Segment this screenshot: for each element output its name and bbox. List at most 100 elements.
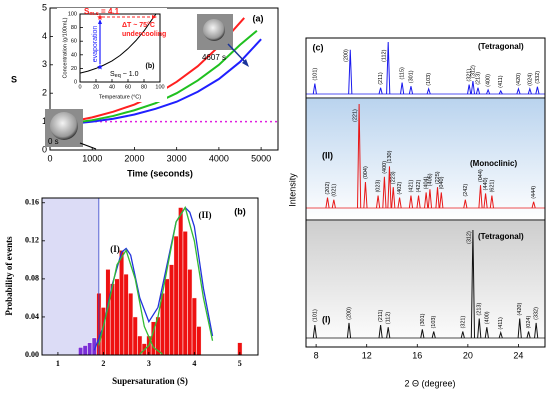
peak [312, 83, 317, 95]
peak [391, 187, 396, 209]
peak-label: (312) [470, 65, 476, 78]
peak [387, 166, 392, 209]
bar [182, 231, 188, 356]
peak [498, 89, 503, 95]
panel-label: (b) [234, 206, 246, 216]
arrow [227, 43, 248, 65]
peak-label: (411) [498, 75, 504, 88]
peak [527, 87, 532, 95]
peak-label: (211) [378, 72, 384, 85]
peak-label: (440) [483, 177, 489, 190]
peak [408, 195, 414, 209]
peak [427, 189, 433, 209]
plot-frame [41, 197, 259, 356]
panel-background [305, 219, 546, 348]
peak [534, 322, 539, 339]
annotation-part: m.s [89, 11, 98, 17]
y-tick-label: 4 [42, 31, 47, 41]
peak [375, 195, 381, 209]
annotation-part: ~ 1.0 [121, 71, 139, 78]
peak-label: (211) [378, 309, 384, 322]
peak [363, 181, 368, 209]
peak [378, 324, 383, 339]
peak [386, 41, 391, 95]
peak-label: (301) [408, 70, 414, 83]
x-axis-label: Temperature (°C) [99, 94, 141, 100]
y-tick-label: 1 [42, 116, 47, 126]
peak-label: (421) [408, 180, 414, 193]
panel-b: Probability of events Supersaturation (S… [4, 197, 259, 386]
x-tick-label: 5 [238, 359, 242, 368]
plot-frame [79, 13, 161, 83]
phase-label: (Tetragonal) [478, 232, 524, 241]
peak [346, 322, 352, 339]
peak-label: (422) [416, 180, 422, 193]
x-tick-label: 5000 [251, 153, 271, 163]
peak-label: (200) [346, 307, 352, 320]
y-tick-label: 80 [71, 25, 77, 31]
data-point [97, 14, 103, 20]
peak-label: (321) [467, 69, 473, 82]
annotation-part: = 4.1 [99, 7, 120, 16]
peak-label: (312) [466, 231, 472, 244]
y-axis-label: Intensity [287, 173, 297, 207]
x-tick-label: 20 [93, 84, 99, 90]
peak [348, 49, 353, 95]
peak [408, 86, 414, 95]
bar [132, 316, 138, 356]
x-tick-label: 16 [412, 350, 422, 360]
peak [312, 324, 317, 339]
peak-label: (444) [531, 186, 537, 199]
panel-label: (a) [253, 13, 264, 23]
peak-label: (040) [439, 176, 445, 189]
shaded-region [42, 198, 99, 355]
bar [173, 235, 179, 356]
peak-label: (402) [397, 182, 403, 195]
peak [431, 331, 436, 339]
y-tick-label: 0.00 [25, 350, 39, 359]
peak [426, 87, 431, 95]
peak-label: (406) [427, 173, 433, 186]
inset-labels: Concentration (g/100mL) Temperature (°C)… [62, 7, 166, 100]
peak-label: (332) [535, 71, 541, 84]
y-tick-label: 0 [42, 144, 47, 154]
peak-label: (221) [353, 109, 359, 122]
image-label: 4607 s [202, 53, 226, 62]
peak-label: (021) [331, 184, 337, 197]
panel-name: (I) [322, 314, 331, 324]
peak-label: (024) [526, 316, 532, 329]
x-tick-label: 0 [47, 153, 52, 163]
peak-label: (225) [435, 171, 441, 184]
data-line [79, 13, 157, 74]
peak [477, 318, 482, 339]
x-tick-label: 24 [513, 350, 523, 360]
annotation: (II) [199, 210, 212, 220]
peak [467, 84, 472, 95]
annotation: Seq ~ 1.0 [110, 71, 139, 80]
phase-label: (Tetragonal) [478, 42, 524, 51]
peak-label: (332) [534, 307, 540, 320]
annotation-part: S [110, 71, 115, 78]
y-tick-label: 40 [71, 52, 77, 58]
bar [119, 250, 125, 356]
y-axis-label: Concentration (g/100mL) [62, 17, 68, 78]
peak [470, 80, 476, 95]
y-tick-label: 0 [74, 79, 77, 85]
arrow-head [98, 19, 102, 24]
peak [386, 327, 391, 339]
image-label: 0 s [48, 137, 59, 146]
peak [478, 185, 483, 209]
peak-label: (130) [387, 150, 393, 163]
x-tick-label: 60 [125, 84, 131, 90]
peak-label: (223) [391, 171, 397, 184]
x-axis-label: Supersaturation (S) [112, 376, 188, 386]
x-tick-label: 80 [141, 84, 147, 90]
peak-label: (101) [312, 309, 318, 322]
data-point [97, 64, 103, 70]
peak [424, 192, 429, 209]
peak-label: (213) [475, 72, 481, 85]
peak [516, 87, 521, 95]
peak-label: (103) [426, 73, 432, 86]
droplet [50, 112, 78, 140]
bar [191, 297, 197, 356]
